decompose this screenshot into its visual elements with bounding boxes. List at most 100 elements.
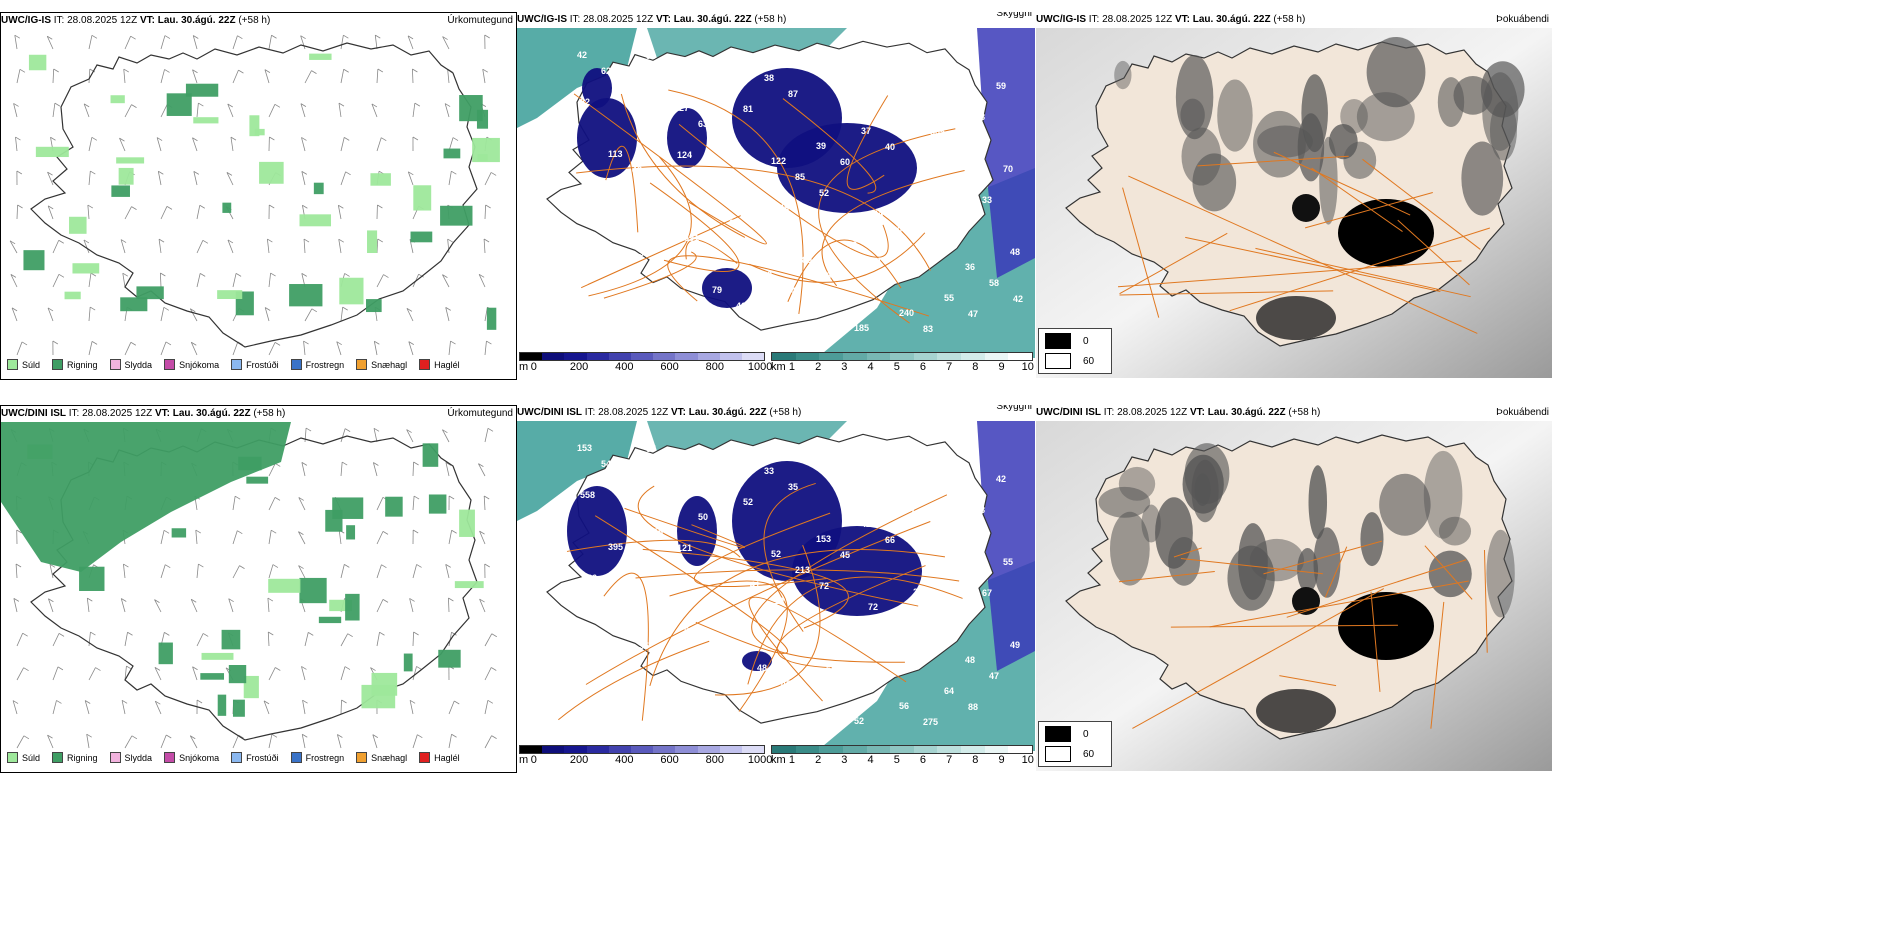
colorbar-tick: 1000 [747, 361, 773, 373]
precip-cell [259, 161, 284, 184]
precip-cell [35, 146, 69, 158]
fog-legend-value: 0 [1083, 728, 1089, 740]
wind-barb-flag [87, 597, 93, 602]
wind-barb [88, 307, 91, 322]
colorbar-cell [772, 746, 796, 753]
wind-barb [83, 103, 90, 118]
precip-cell [428, 494, 447, 514]
ceiling-value-label: 36 [587, 573, 597, 583]
ceiling-value-label: 252 [757, 270, 772, 280]
wind-barb-flag [269, 204, 275, 209]
fog-shade [1340, 98, 1368, 134]
wind-barb-flag [336, 341, 342, 346]
wind-barb [268, 463, 276, 477]
panel-header: UWC/DINI ISL IT: 28.08.2025 12Z VT: Lau.… [1036, 405, 1552, 421]
wind-barb-flag [15, 563, 22, 568]
legend-label: Haglél [434, 752, 460, 763]
wind-barb [482, 69, 486, 84]
legend-swatch [231, 752, 243, 763]
ceiling-map[interactable]: 153 75 52 72 48 130 168 153 226 49 41 33 42 46 45 61 87 5… [517, 421, 1035, 751]
wind-barb-flag [84, 700, 91, 704]
precip-map[interactable] [1, 29, 516, 379]
wind-barb-flag [412, 68, 418, 73]
wind-barb [232, 530, 238, 545]
road-line [1483, 550, 1488, 653]
fog-map[interactable] [1036, 421, 1552, 771]
colorbar-cell [1008, 746, 1033, 753]
ceiling-value-label: 72 [868, 602, 878, 612]
model-name: UWC/DINI ISL [517, 407, 582, 418]
wind-barb [483, 496, 486, 511]
ceiling-value-label: 22 [580, 97, 590, 107]
wind-barb [189, 735, 198, 749]
ceiling-value-label: 226 [913, 587, 928, 597]
wind-barb-flag [413, 495, 420, 500]
wind-barb-flag [47, 205, 54, 210]
ceiling-value-label: 634 [781, 286, 796, 296]
wind-barb-flag [123, 68, 129, 73]
road-line [748, 596, 907, 702]
precip-legend: Súld Rigning Slydda Snjókoma Frostúði Frostre… [5, 751, 462, 764]
precip-cell [116, 157, 145, 164]
ceiling-value-label: 37 [861, 126, 871, 136]
ceiling-panel-row2: UWC/DINI ISL IT: 28.08.2025 12Z VT: Lau.… [517, 405, 1035, 771]
precip-cell [118, 167, 134, 185]
ceiling-value-label: 88 [968, 702, 978, 712]
wind-barb-flag [57, 666, 64, 671]
wind-barb-flag [89, 306, 96, 311]
road-line [1370, 591, 1381, 692]
precip-map[interactable] [1, 422, 516, 772]
ceiling-map[interactable]: 42 127 122 144 36 27 45 39 33 48 44 38 37 35 48 79 72 49 7… [517, 28, 1035, 358]
model-name: UWC/IG-IS [1036, 14, 1086, 25]
precip-cell [486, 307, 497, 330]
iceland-outline [546, 40, 994, 331]
wind-barb-flag [195, 529, 202, 534]
wind-barb-flag [202, 239, 209, 244]
wind-barb [88, 171, 91, 186]
wind-barb-flag [268, 631, 274, 636]
precip-cell [185, 83, 219, 97]
wind-barb-flag [264, 307, 271, 311]
ceiling-value-label: 35 [958, 179, 968, 189]
wind-barb-flag [190, 308, 196, 313]
colorbar-tick: 5 [893, 754, 900, 766]
wind-barb-flag [166, 734, 172, 739]
precip-legend-item: Haglél [419, 752, 460, 763]
precip-cell [246, 476, 269, 484]
wind-barb-flag [409, 699, 416, 704]
ceiling-value-label: 93 [660, 217, 670, 227]
wind-barb-flag [272, 564, 279, 568]
it-value: 28.08.2025 12Z [598, 407, 669, 418]
ceiling-value-label: 83 [923, 324, 933, 334]
precip-cell [289, 284, 323, 307]
fog-dark-core [1338, 592, 1434, 660]
colorbar-tick: 3 [841, 361, 848, 373]
wind-barb-flag [58, 239, 64, 244]
wind-barb-flag [301, 137, 307, 141]
wind-barb [268, 104, 276, 118]
ceiling-value-label: 79 [712, 285, 722, 295]
precip-cell [110, 95, 125, 104]
ceiling-value-label: 47 [968, 309, 978, 319]
wind-barb-flag [226, 172, 233, 176]
wind-barb-flag [56, 700, 62, 704]
colorbar-cell [608, 746, 631, 753]
wind-barb [124, 36, 132, 50]
ceiling-value-label: 46 [736, 301, 746, 311]
colorbar-tick: 6 [919, 361, 927, 373]
ceiling-value-label: 107 [878, 59, 893, 69]
wind-barb-flag [47, 734, 53, 739]
it-label: IT: [569, 14, 581, 25]
road-line [1397, 219, 1470, 286]
ceiling-value-label: 36 [691, 709, 701, 719]
legend-label: Rigning [67, 359, 98, 370]
wind-barb [484, 735, 492, 749]
fog-title: Þokuábendi [1496, 14, 1549, 25]
wind-barb-flag [91, 341, 98, 345]
wind-barb [88, 35, 93, 50]
fog-map[interactable] [1036, 28, 1552, 378]
wind-barb-flag [485, 204, 491, 209]
ceiling-value-label: 84 [722, 528, 732, 538]
colorbar-cell [741, 353, 765, 360]
road-line [763, 482, 816, 632]
